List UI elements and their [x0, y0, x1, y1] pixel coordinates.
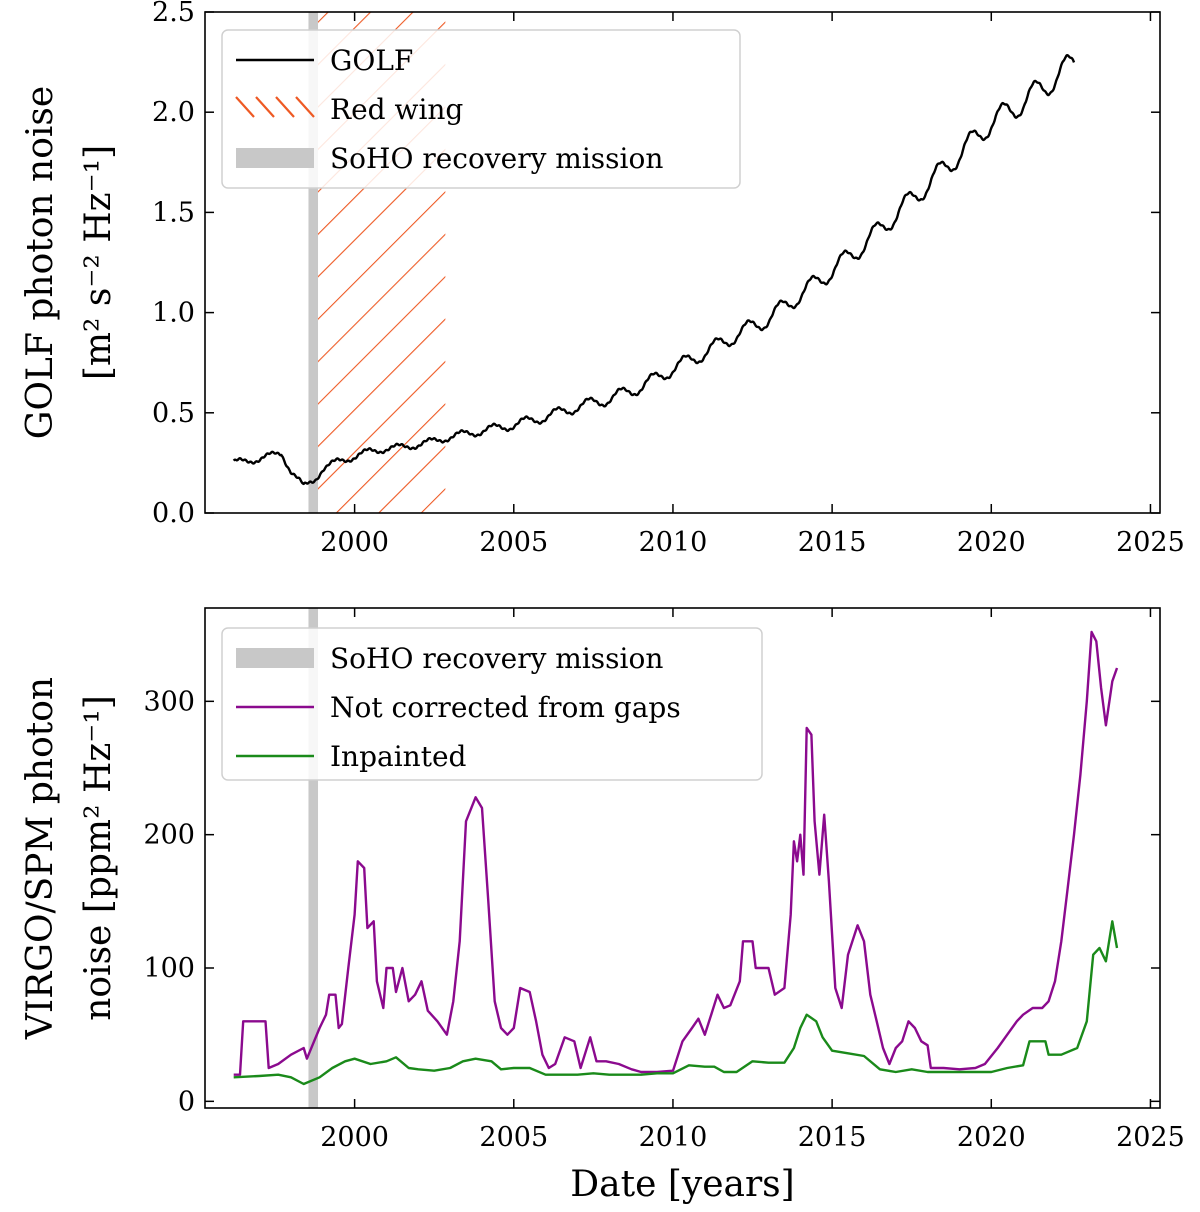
legend: GOLF Red wing SoHO recovery mission: [221, 29, 741, 189]
y-axis: 0 100 200 300: [143, 686, 1160, 1117]
x-axis: 2000 2005 2010 2015 2020 2025: [320, 12, 1185, 558]
legend-handle-red-wing: [235, 96, 315, 118]
region-soho-recovery-mission: [308, 608, 319, 1108]
y-tick-label: 0.0: [152, 498, 195, 529]
legend: SoHO recovery mission Not corrected from …: [221, 627, 763, 781]
y-axis-label-line1: VIRGO/SPM photon: [20, 677, 61, 1040]
series-golf: [232, 54, 1076, 486]
legend-label-golf: GOLF: [330, 44, 413, 77]
legend-handle-soho-recovery-mission: [236, 148, 314, 168]
plot-area: [233, 608, 1119, 1108]
y-tick-label: 0.5: [152, 398, 195, 429]
y-axis-label-line1: GOLF photon noise: [20, 86, 61, 439]
y-tick-label: 1.5: [152, 197, 195, 228]
y-axis: 0.0 0.5 1.0 1.5 2.0 2.5: [152, 0, 1160, 529]
x-tick-label: 2005: [479, 527, 548, 558]
x-tick-label: 2025: [1116, 1122, 1185, 1153]
legend-box: [221, 29, 741, 189]
legend-handle-soho-recovery-mission: [236, 648, 314, 668]
x-tick-label: 2010: [639, 1122, 708, 1153]
x-tick-label: 2020: [957, 527, 1026, 558]
axes-frame: [204, 607, 1161, 1109]
legend-label-soho-recovery-mission: SoHO recovery mission: [330, 642, 663, 675]
axes-frame: [204, 11, 1161, 514]
legend-label-soho-recovery-mission: SoHO recovery mission: [330, 142, 663, 175]
legend-label-red-wing: Red wing: [330, 93, 463, 126]
y-tick-label: 0: [178, 1086, 195, 1117]
x-tick-label: 2015: [798, 527, 867, 558]
legend-label-inpainted: Inpainted: [330, 740, 467, 773]
region-soho-recovery-mission: [308, 12, 319, 513]
x-tick-label: 2010: [639, 527, 708, 558]
y-tick-label: 1.0: [152, 298, 195, 329]
panel-top: 2000 2005 2010 2015 2020 2025 0.0 0.5 1.0 1.5 2.0 2…: [20, 0, 1185, 558]
legend-label-not-corrected-from-gaps: Not corrected from gaps: [330, 691, 681, 724]
panel-bottom: 2000 2005 2010 2015 2020 2025 0 100 200 300 VIRGO/…: [20, 607, 1185, 1205]
y-tick-label: 100: [143, 953, 195, 984]
series-inpainted: [233, 920, 1119, 1086]
x-tick-label: 2015: [798, 1122, 867, 1153]
y-axis-label-line2: noise [ppm² Hz⁻¹]: [78, 695, 119, 1021]
y-axis-label-line2: [m² s⁻² Hz⁻¹]: [78, 145, 119, 380]
x-tick-label: 2000: [320, 1122, 389, 1153]
y-tick-label: 2.5: [152, 0, 195, 28]
x-axis-label: Date [years]: [570, 1164, 794, 1205]
y-tick-label: 2.0: [152, 97, 195, 128]
x-tick-label: 2020: [957, 1122, 1026, 1153]
legend-box: [221, 627, 763, 781]
x-tick-label: 2005: [479, 1122, 548, 1153]
x-tick-label: 2025: [1116, 527, 1185, 558]
y-tick-label: 200: [143, 820, 195, 851]
x-tick-label: 2000: [320, 527, 389, 558]
x-axis: 2000 2005 2010 2015 2020 2025: [320, 608, 1185, 1153]
series-not-corrected-from-gaps: [233, 630, 1119, 1076]
y-tick-label: 300: [143, 686, 195, 717]
